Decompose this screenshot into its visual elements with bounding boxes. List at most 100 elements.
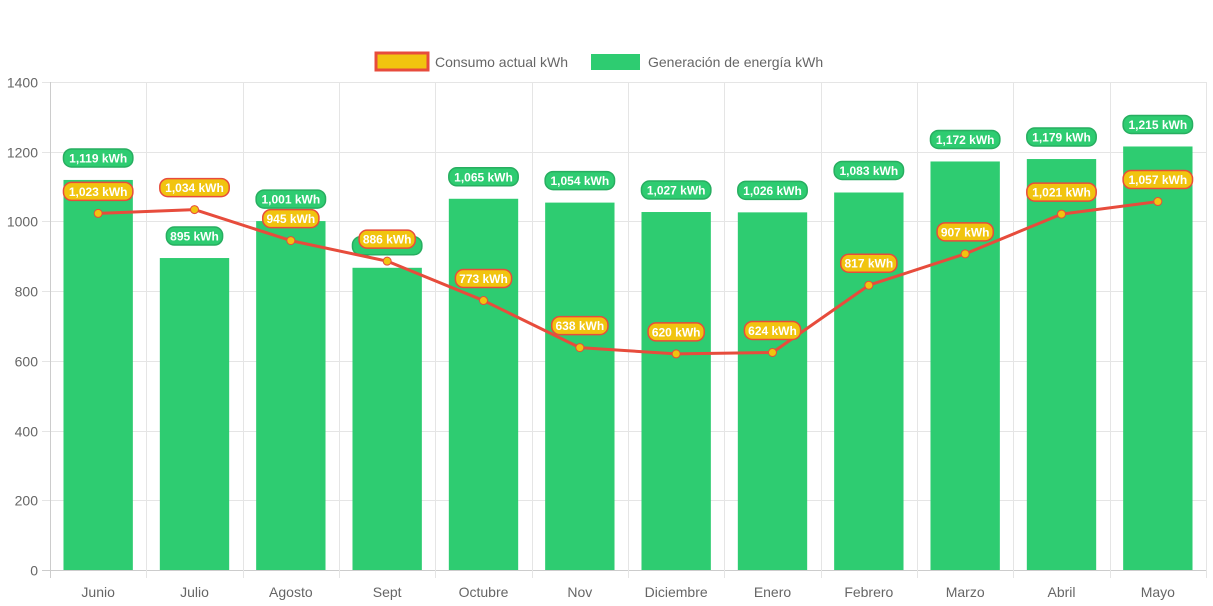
bar xyxy=(641,212,711,570)
data-label-bg xyxy=(159,177,230,198)
data-label-bg xyxy=(1026,182,1097,202)
bars-generacion xyxy=(63,146,1193,571)
line-point xyxy=(479,296,488,306)
y-tick-label: 1000 xyxy=(7,214,38,230)
line-point xyxy=(671,349,681,359)
bar-value-label: 1,026 kWh xyxy=(737,180,808,201)
data-label-text: 638 kWh xyxy=(555,319,604,333)
bar xyxy=(63,179,133,570)
bar-value-label: 1,083 kWh xyxy=(833,160,905,181)
data-label-text: 1,083 kWh xyxy=(839,164,898,178)
data-label-text: 620 kWh xyxy=(652,325,701,339)
x-axis: Junio Julio Agosto Sept Octubre Nov Diciembre E… xyxy=(81,584,1175,600)
line-point xyxy=(768,347,777,357)
x-tick-label: Nov xyxy=(567,584,592,600)
x-tick-label: Mayo xyxy=(1141,584,1175,600)
y-tick-label: 0 xyxy=(30,563,38,579)
data-label-text: 1,215 kWh xyxy=(1128,118,1187,132)
line-point xyxy=(93,208,103,218)
data-label-bg xyxy=(255,189,327,209)
x-tick-label: Abril xyxy=(1047,584,1075,600)
data-label-bg xyxy=(1122,169,1194,190)
x-tick-label: Marzo xyxy=(946,584,985,600)
bar-value-label: 1,172 kWh xyxy=(929,129,1001,150)
line-labels-consumo: 1,023 kWh 1,034 kWh 945 kWh 886 kWh 773 kWh 6… xyxy=(62,169,1194,342)
y-axis: 0 200 400 600 800 1000 1200 1400 xyxy=(7,75,38,579)
data-label-bg xyxy=(261,208,320,229)
data-label-bg xyxy=(62,148,134,168)
y-tick-label: 1400 xyxy=(7,75,38,91)
line-value-label: 620 kWh xyxy=(647,322,706,342)
bar xyxy=(1026,159,1097,570)
y-tick-label: 800 xyxy=(15,284,39,300)
line-consumo xyxy=(93,197,1163,359)
data-label-bg xyxy=(550,315,609,336)
bar-value-label: 1,027 kWh xyxy=(640,180,712,200)
data-label-text: 1,172 kWh xyxy=(936,133,995,147)
data-label-text: 1,034 kWh xyxy=(165,181,224,195)
line-value-label: 1,021 kWh xyxy=(1026,182,1097,202)
y-tick-label: 200 xyxy=(15,493,39,509)
line-point xyxy=(960,249,970,259)
bar xyxy=(1123,146,1193,570)
data-label-bg xyxy=(929,129,1001,150)
bar-labels-generacion: 1,119 kWh 895 kWh 1,001 kWh 1,065 kWh 1,054… xyxy=(62,114,1194,256)
data-label-bg xyxy=(640,180,712,200)
x-tick-label: Sept xyxy=(373,584,402,600)
data-label-bg xyxy=(737,180,808,201)
data-label-text: 1,023 kWh xyxy=(69,185,128,199)
line-value-label: 1,057 kWh xyxy=(1122,169,1194,190)
data-label-text: 1,119 kWh xyxy=(69,151,127,165)
data-label-bg xyxy=(839,253,898,273)
data-label-text: 817 kWh xyxy=(844,257,893,271)
line-path xyxy=(98,200,1159,356)
bar-value-label: 1,065 kWh xyxy=(448,167,519,187)
bar-value-label: 1,054 kWh xyxy=(544,170,616,191)
line-value-label: 907 kWh xyxy=(936,222,995,242)
data-label-text: 624 kWh xyxy=(748,324,797,338)
bar xyxy=(545,202,615,570)
line-value-label: 624 kWh xyxy=(743,320,802,341)
data-label-text: 1,179 kWh xyxy=(1032,131,1091,145)
bar xyxy=(352,267,422,570)
bar-value-label: 1,001 kWh xyxy=(255,189,327,209)
data-label-bg xyxy=(165,226,224,246)
x-tick-label: Diciembre xyxy=(645,584,708,600)
data-label-text: 1,001 kWh xyxy=(261,193,320,207)
legend-swatch-consumo xyxy=(374,51,430,72)
line-value-label: 1,034 kWh xyxy=(159,177,230,198)
line-value-label: 817 kWh xyxy=(839,253,898,273)
data-label-bg xyxy=(448,167,519,187)
data-label-text: 907 kWh xyxy=(941,225,990,239)
legend-item-consumo[interactable]: Consumo actual kWh xyxy=(374,51,568,72)
bar-value-label: 1,215 kWh xyxy=(1122,114,1194,135)
data-label-text: 945 kWh xyxy=(266,212,315,226)
data-label-bg xyxy=(1026,127,1097,147)
data-label-text: 886 kWh xyxy=(363,233,412,247)
data-label-text: 1,027 kWh xyxy=(647,184,706,198)
x-tick-label: Febrero xyxy=(844,584,893,600)
data-label-text: 895 kWh xyxy=(170,230,219,244)
y-tick-label: 600 xyxy=(15,354,39,370)
data-label-bg xyxy=(743,320,802,341)
x-tick-label: Agosto xyxy=(269,584,313,600)
bar xyxy=(737,212,808,570)
data-label-text: 773 kWh xyxy=(459,272,508,286)
data-label-text: 1,021 kWh xyxy=(1032,186,1091,200)
data-label-text: 1,054 kWh xyxy=(550,174,609,188)
line-point xyxy=(190,205,199,215)
x-tick-label: Junio xyxy=(81,584,115,600)
legend-label-consumo: Consumo actual kWh xyxy=(435,54,568,70)
line-value-label: 638 kWh xyxy=(550,315,609,336)
line-point xyxy=(864,280,874,290)
bar xyxy=(448,198,519,570)
x-tick-label: Octubre xyxy=(459,584,509,600)
data-label-text: 1,057 kWh xyxy=(1128,173,1187,187)
legend-item-generacion[interactable]: Generación de energía kWh xyxy=(591,54,823,70)
data-label-bg xyxy=(544,170,616,191)
legend-swatch-generacion xyxy=(591,54,640,70)
line-value-label: 1,023 kWh xyxy=(62,181,134,202)
line-value-label: 945 kWh xyxy=(261,208,320,229)
data-label-bg xyxy=(833,160,905,181)
